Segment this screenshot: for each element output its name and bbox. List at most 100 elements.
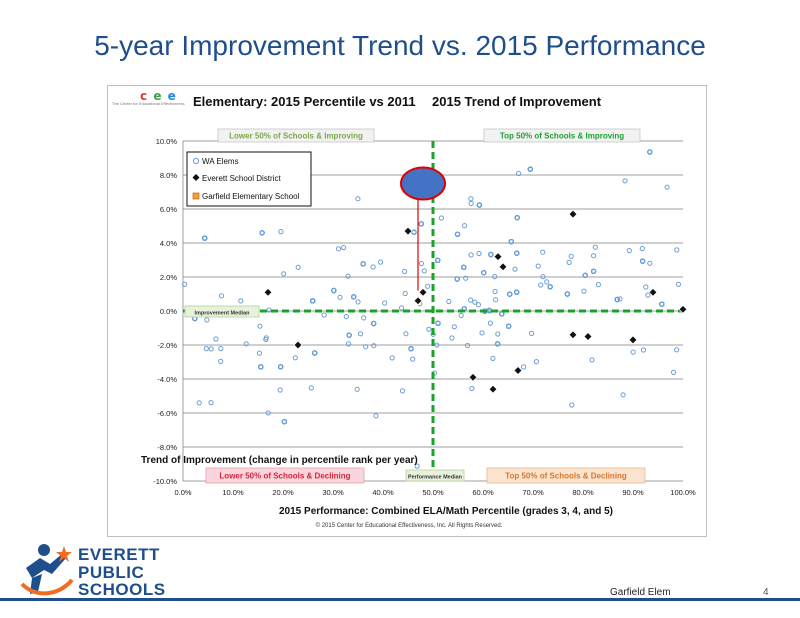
wa-elem-point xyxy=(363,344,369,350)
wa-elem-point xyxy=(516,170,522,177)
wa-elem-point xyxy=(540,274,546,280)
wa-elem-point xyxy=(438,215,445,221)
wa-elem-point xyxy=(426,326,432,332)
x-tick-label: 100.0% xyxy=(670,488,696,497)
district-point xyxy=(498,262,508,272)
wa-elem-point xyxy=(495,341,501,347)
wa-elem-point xyxy=(487,320,493,326)
footer-label: Garfield Elem xyxy=(610,587,671,598)
wa-elem-point xyxy=(490,355,496,361)
wa-elem-point xyxy=(640,258,646,264)
wa-elem-point xyxy=(355,196,361,202)
wa-elem-point xyxy=(595,282,602,288)
wa-elem-point xyxy=(451,324,457,330)
wa-elem-point xyxy=(468,297,474,303)
district-point xyxy=(568,209,578,219)
wa-elem-point xyxy=(506,323,512,329)
wa-elem-point xyxy=(203,346,209,352)
wa-elem-point xyxy=(218,293,225,299)
wa-elem-point xyxy=(343,314,349,320)
wa-elem-point xyxy=(647,149,653,155)
quadrant-label-bottom-left-box xyxy=(205,467,365,484)
wa-elem-point xyxy=(373,413,379,419)
wa-elem-point xyxy=(514,215,520,221)
wa-elem-point xyxy=(238,298,244,304)
wa-elem-point xyxy=(449,335,455,341)
improvement-median-label-box xyxy=(184,305,260,318)
legend-box xyxy=(186,151,312,207)
wa-elem-point xyxy=(479,330,485,336)
wa-elem-point xyxy=(472,299,478,305)
district-point xyxy=(488,384,498,394)
y-tick-label: 0.0% xyxy=(160,307,177,316)
wa-elem-point xyxy=(258,364,264,370)
wa-elem-point xyxy=(454,276,460,282)
wa-elem-point xyxy=(521,364,527,370)
logo-line-1: EVERETT xyxy=(78,545,160,564)
wa-elem-point xyxy=(418,221,424,227)
wa-elem-point xyxy=(355,299,361,305)
wa-elem-point xyxy=(382,300,388,306)
performance-median-label: Performance Median xyxy=(408,475,463,481)
logo-line-3: SCHOOLS xyxy=(78,580,166,599)
y-tick-label: -6.0% xyxy=(157,409,177,418)
wa-elem-point xyxy=(671,369,677,375)
wa-elem-point xyxy=(346,332,352,338)
wa-elem-point xyxy=(568,253,574,259)
wa-elem-point xyxy=(202,235,208,241)
wa-elem-point xyxy=(639,245,645,252)
wa-elem-point xyxy=(630,349,636,355)
x-tick-label: 50.0% xyxy=(422,488,444,497)
wa-elem-point xyxy=(461,264,467,270)
district-point xyxy=(513,365,523,376)
x-tick-label: 90.0% xyxy=(622,488,644,497)
wa-elem-point xyxy=(564,291,571,297)
chart-title-left: Elementary: 2015 Percentile vs 2011 xyxy=(193,94,416,109)
district-point xyxy=(293,340,303,350)
y-tick-label: 8.0% xyxy=(160,171,177,180)
wa-elem-point xyxy=(425,283,431,289)
legend-garfield-label: Garfield Elementary School xyxy=(202,192,300,201)
wa-elem-point xyxy=(617,296,623,302)
wa-elem-point xyxy=(476,250,482,257)
x-tick-label: 80.0% xyxy=(572,488,594,497)
wa-elem-point xyxy=(675,281,682,287)
legend-wa-label: WA Elems xyxy=(202,157,239,166)
wa-elem-point xyxy=(399,305,405,311)
district-point xyxy=(403,226,413,236)
district-point xyxy=(648,287,658,297)
wa-elem-point xyxy=(538,282,544,288)
wa-elem-point xyxy=(361,315,367,321)
wa-elem-point xyxy=(468,252,474,258)
wa-elem-point xyxy=(378,259,384,265)
wa-elem-point xyxy=(569,402,575,408)
wa-elem-point xyxy=(370,264,376,270)
wa-elem-point xyxy=(566,259,572,265)
wa-elem-point xyxy=(345,273,351,279)
wa-elem-point xyxy=(462,223,468,229)
y-tick-label: -8.0% xyxy=(157,443,177,452)
wa-elem-point xyxy=(591,253,597,259)
quadrant-label-top-right: Top 50% of Schools & Improving xyxy=(500,132,624,141)
wa-elem-point xyxy=(540,249,546,255)
wa-elem-point xyxy=(481,270,487,276)
wa-elem-point xyxy=(310,298,316,304)
wa-elem-point xyxy=(533,359,540,365)
wa-elem-point xyxy=(281,419,287,425)
wa-elem-point xyxy=(512,266,518,272)
wa-elem-point xyxy=(292,355,298,361)
x-tick-label: 10.0% xyxy=(222,488,244,497)
wa-elem-point xyxy=(281,271,287,277)
wa-elem-point xyxy=(411,229,417,235)
wa-elem-point xyxy=(331,287,337,294)
copyright-note: © 2015 Center for Educational Effectiven… xyxy=(316,522,503,529)
legend-wa-marker xyxy=(192,157,200,165)
wa-elem-point xyxy=(645,292,651,298)
wa-elem-point xyxy=(354,386,360,392)
footer-divider xyxy=(0,598,800,601)
wa-elem-point xyxy=(257,323,263,329)
district-point xyxy=(678,304,688,314)
wa-elem-point xyxy=(259,230,265,236)
x-axis-title: 2015 Performance: Combined ELA/Math Perc… xyxy=(279,506,613,517)
district-point xyxy=(413,296,423,306)
